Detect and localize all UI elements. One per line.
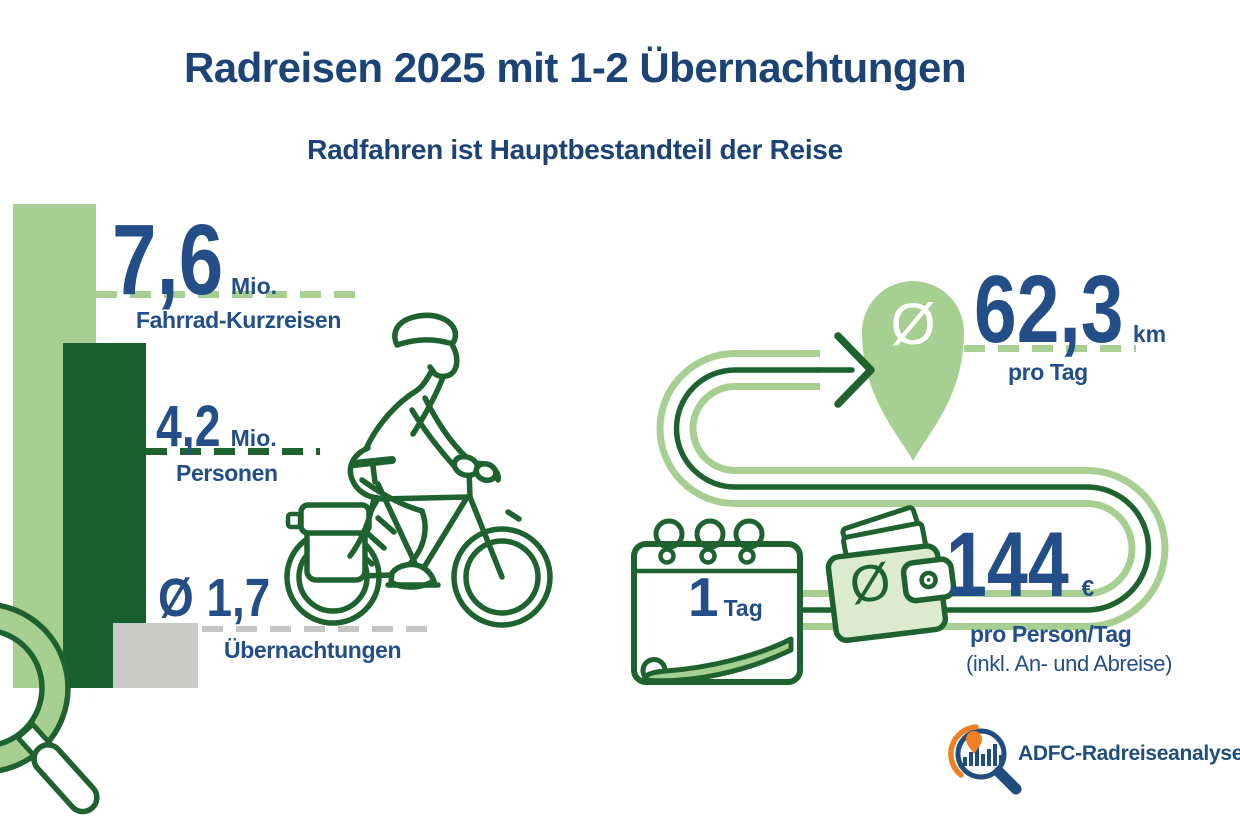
value-distance: 62,3 km bbox=[974, 262, 1166, 358]
dash-line-personen bbox=[146, 448, 320, 455]
value-kurzreisen-number: 7,6 bbox=[112, 204, 224, 316]
label-distance: pro Tag bbox=[1008, 359, 1088, 385]
dash-line-uebernachtungen bbox=[202, 626, 428, 632]
logo-text: ADFC-Radreiseanalyse bbox=[1018, 742, 1240, 765]
wallet-average-symbol: Ø bbox=[846, 552, 895, 616]
value-uebernachtungen-number: Ø 1,7 bbox=[158, 568, 271, 628]
value-cost-number: 144 bbox=[946, 514, 1069, 616]
bar-uebernachtungen bbox=[113, 623, 198, 688]
label-cost: pro Person/Tag bbox=[970, 621, 1132, 647]
value-distance-number: 62,3 bbox=[974, 256, 1124, 363]
cyclist-icon bbox=[284, 312, 553, 628]
page-title: Radreisen 2025 mit 1-2 Übernachtungen bbox=[183, 44, 967, 91]
pin-average-symbol: Ø bbox=[890, 292, 936, 357]
route-arrow-icon bbox=[815, 332, 875, 408]
dash-line-distance bbox=[964, 345, 1136, 352]
value-personen-number: 4,2 bbox=[156, 394, 221, 459]
dash-line-kurzreisen bbox=[96, 291, 358, 298]
label-kurzreisen: Fahrrad-Kurzreisen bbox=[136, 307, 341, 333]
value-kurzreisen: 7,6 Mio. bbox=[112, 210, 277, 310]
page-subtitle: Radfahren ist Hauptbestandteil der Reise bbox=[307, 134, 843, 165]
value-distance-unit: km bbox=[1132, 321, 1167, 347]
value-kurzreisen-unit: Mio. bbox=[231, 273, 278, 299]
location-pin-icon bbox=[862, 281, 964, 461]
value-duration-number: 1 bbox=[688, 566, 719, 628]
label-uebernachtungen: Übernachtungen bbox=[224, 637, 402, 663]
logo-magnifier-icon bbox=[948, 724, 1022, 795]
label-cost-note: (inkl. An- und Abreise) bbox=[966, 651, 1173, 676]
label-personen: Personen bbox=[176, 460, 278, 486]
magnifier-icon bbox=[0, 602, 100, 815]
value-duration: 1 Tag bbox=[688, 570, 763, 625]
calendar-icon bbox=[631, 518, 803, 685]
value-cost: 144 € bbox=[946, 519, 1094, 611]
value-uebernachtungen: Ø 1,7 bbox=[158, 571, 290, 625]
route-path bbox=[656, 350, 1169, 630]
value-duration-unit: Tag bbox=[723, 595, 763, 621]
value-cost-unit: € bbox=[1081, 575, 1095, 601]
value-personen: 4,2 Mio. bbox=[156, 398, 277, 456]
value-personen-unit: Mio. bbox=[230, 425, 277, 451]
wallet-icon bbox=[825, 505, 957, 644]
